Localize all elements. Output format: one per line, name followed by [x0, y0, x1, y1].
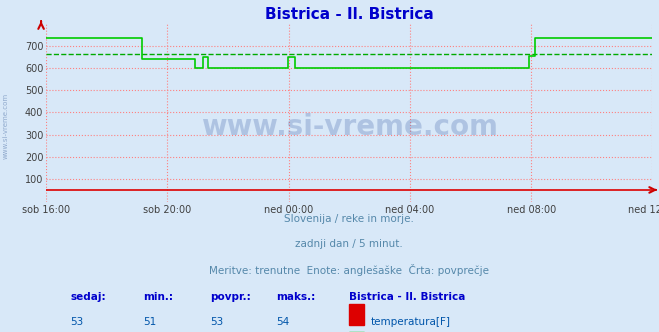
- Text: temperatura[F]: temperatura[F]: [370, 317, 451, 327]
- Text: sedaj:: sedaj:: [71, 292, 106, 302]
- Text: www.si-vreme.com: www.si-vreme.com: [201, 113, 498, 141]
- Text: www.si-vreme.com: www.si-vreme.com: [2, 93, 9, 159]
- Text: min.:: min.:: [143, 292, 173, 302]
- Bar: [349, 304, 364, 325]
- Text: 54: 54: [277, 317, 290, 327]
- Text: 51: 51: [143, 317, 156, 327]
- Title: Bistrica - Il. Bistrica: Bistrica - Il. Bistrica: [265, 7, 434, 22]
- Text: maks.:: maks.:: [277, 292, 316, 302]
- Text: zadnji dan / 5 minut.: zadnji dan / 5 minut.: [295, 239, 403, 249]
- Text: 53: 53: [71, 317, 84, 327]
- Text: Meritve: trenutne  Enote: anglešaške  Črta: povprečje: Meritve: trenutne Enote: anglešaške Črta…: [210, 264, 489, 276]
- Text: povpr.:: povpr.:: [210, 292, 250, 302]
- Text: Slovenija / reke in morje.: Slovenija / reke in morje.: [284, 213, 415, 223]
- Text: 53: 53: [210, 317, 223, 327]
- Text: Bistrica - Il. Bistrica: Bistrica - Il. Bistrica: [349, 292, 466, 302]
